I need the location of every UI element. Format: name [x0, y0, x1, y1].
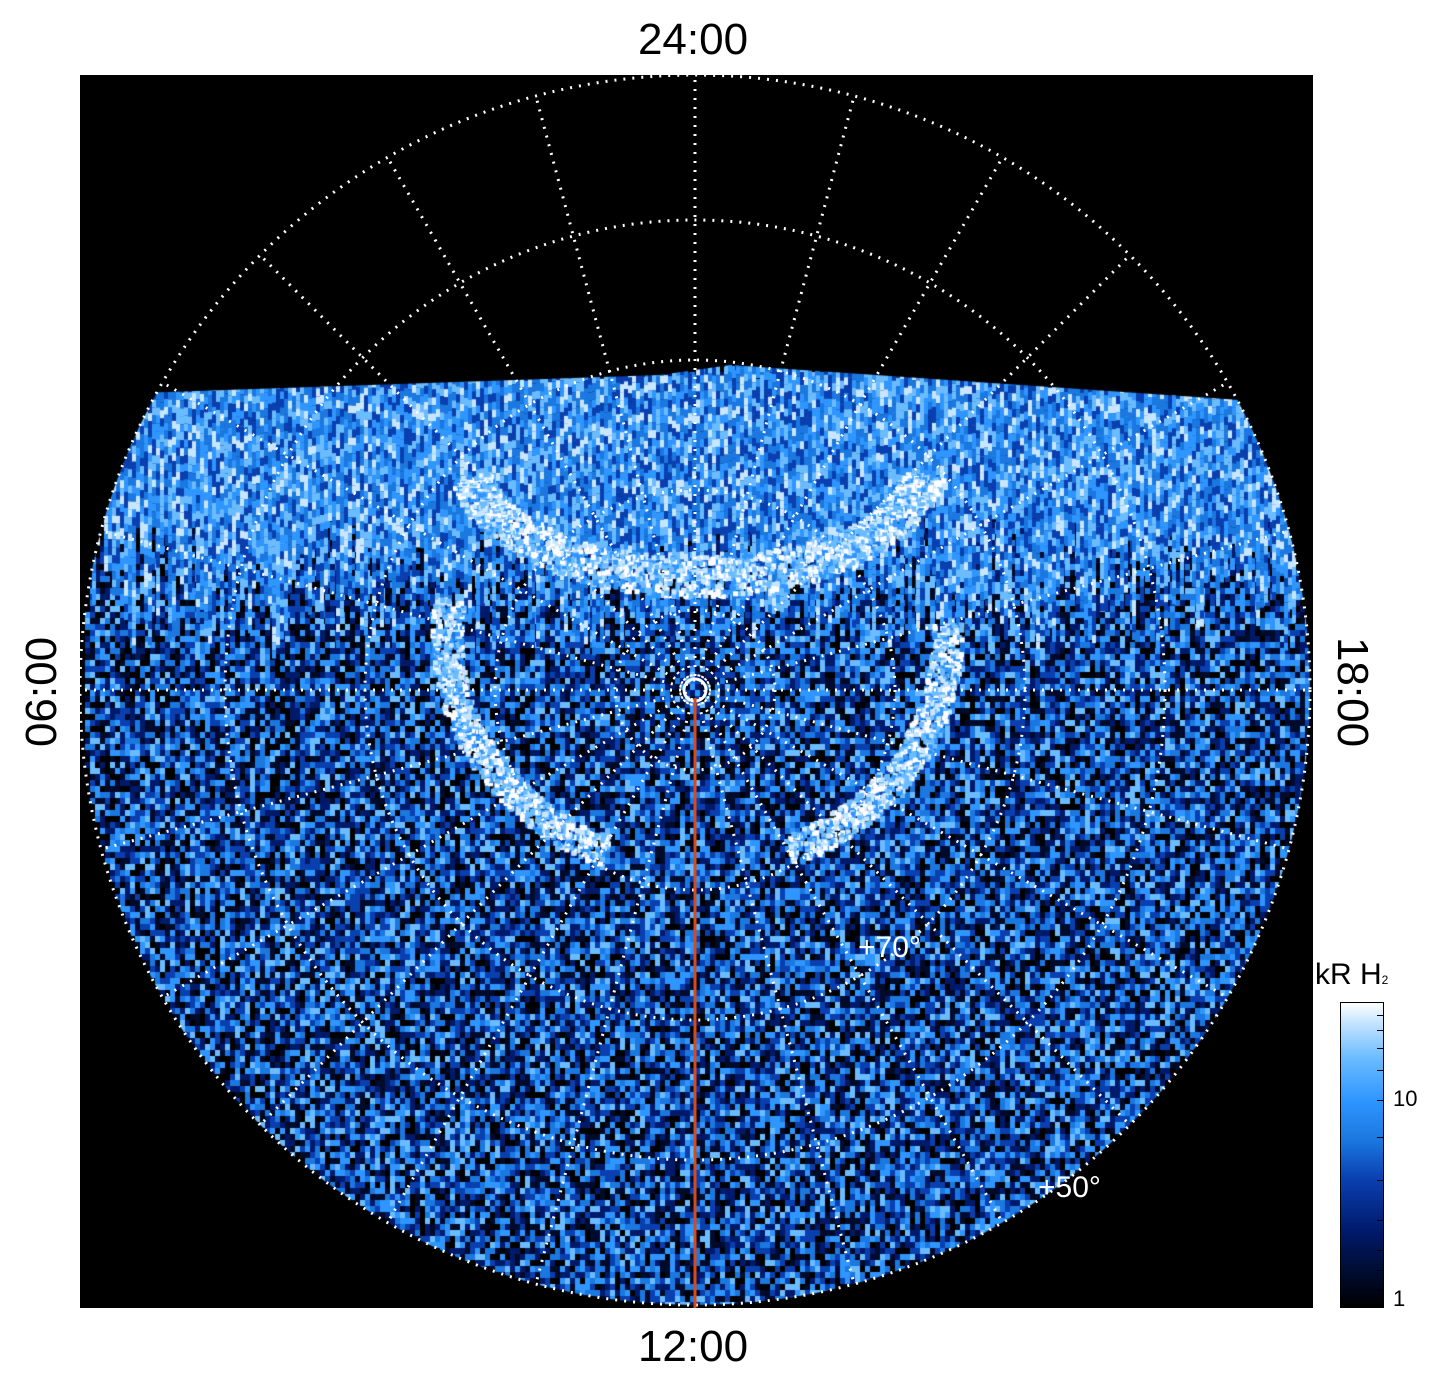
- longitude-meridian: [161, 695, 684, 999]
- colorbar-title: kR H2: [1315, 958, 1389, 991]
- longitude-meridian: [708, 692, 1290, 851]
- colorbar-tick-mark: [1377, 1048, 1384, 1049]
- longitude-meridian: [100, 692, 682, 851]
- longitude-meridian: [708, 529, 1290, 688]
- colorbar-tick-mark: [1377, 1070, 1384, 1071]
- latitude-longitude-grid: [80, 75, 1312, 1308]
- colorbar-tick-mark: [1377, 1100, 1384, 1101]
- latitude-label-70: +70°: [858, 931, 921, 964]
- colorbar-tick-mark: [1377, 1270, 1384, 1271]
- colorbar-tick-mark: [1377, 1002, 1384, 1003]
- time-label-dawn: 06:00: [17, 636, 66, 748]
- longitude-meridian: [100, 529, 682, 688]
- latitude-label-50: +50°: [1038, 1171, 1101, 1204]
- latitude-circle: [493, 488, 897, 892]
- polar-projection-plot: +70° +50°: [80, 75, 1313, 1308]
- longitude-meridian: [697, 95, 856, 677]
- colorbar: [1340, 1002, 1384, 1308]
- longitude-meridian: [697, 703, 856, 1285]
- time-label-noon: 12:00: [637, 1322, 749, 1371]
- longitude-meridian: [700, 701, 1004, 1224]
- longitude-meridian: [386, 156, 690, 679]
- colorbar-tick-mark: [1377, 1180, 1384, 1181]
- longitude-meridian: [700, 156, 1004, 679]
- time-label-dusk: 18:00: [1328, 636, 1377, 748]
- latitude-circle: [613, 608, 777, 772]
- colorbar-tick-10: 10: [1393, 1086, 1418, 1111]
- longitude-meridian: [386, 701, 690, 1224]
- colorbar-tick-mark: [1377, 1220, 1384, 1221]
- time-label-midnight: 24:00: [637, 15, 749, 64]
- longitude-meridian: [706, 381, 1229, 685]
- longitude-meridian: [703, 254, 1131, 682]
- longitude-meridian: [706, 695, 1229, 999]
- colorbar-tick-mark: [1377, 1290, 1384, 1291]
- colorbar-tick-mark: [1377, 1030, 1384, 1031]
- latitude-circle: [80, 75, 1312, 1307]
- longitude-meridian: [161, 381, 684, 685]
- longitude-meridian: [259, 254, 687, 682]
- colorbar-tick-1: 1: [1393, 1286, 1406, 1311]
- colorbar-tick-mark: [1377, 1307, 1384, 1308]
- colorbar-tick-mark: [1377, 1137, 1384, 1138]
- colorbar-tick-mark: [1377, 1250, 1384, 1251]
- longitude-meridian: [534, 703, 693, 1285]
- colorbar-tick-mark: [1377, 1015, 1384, 1016]
- longitude-meridian: [703, 698, 1131, 1126]
- pole-marker: [682, 677, 708, 703]
- longitude-meridian: [534, 95, 693, 677]
- longitude-meridian: [259, 698, 687, 1126]
